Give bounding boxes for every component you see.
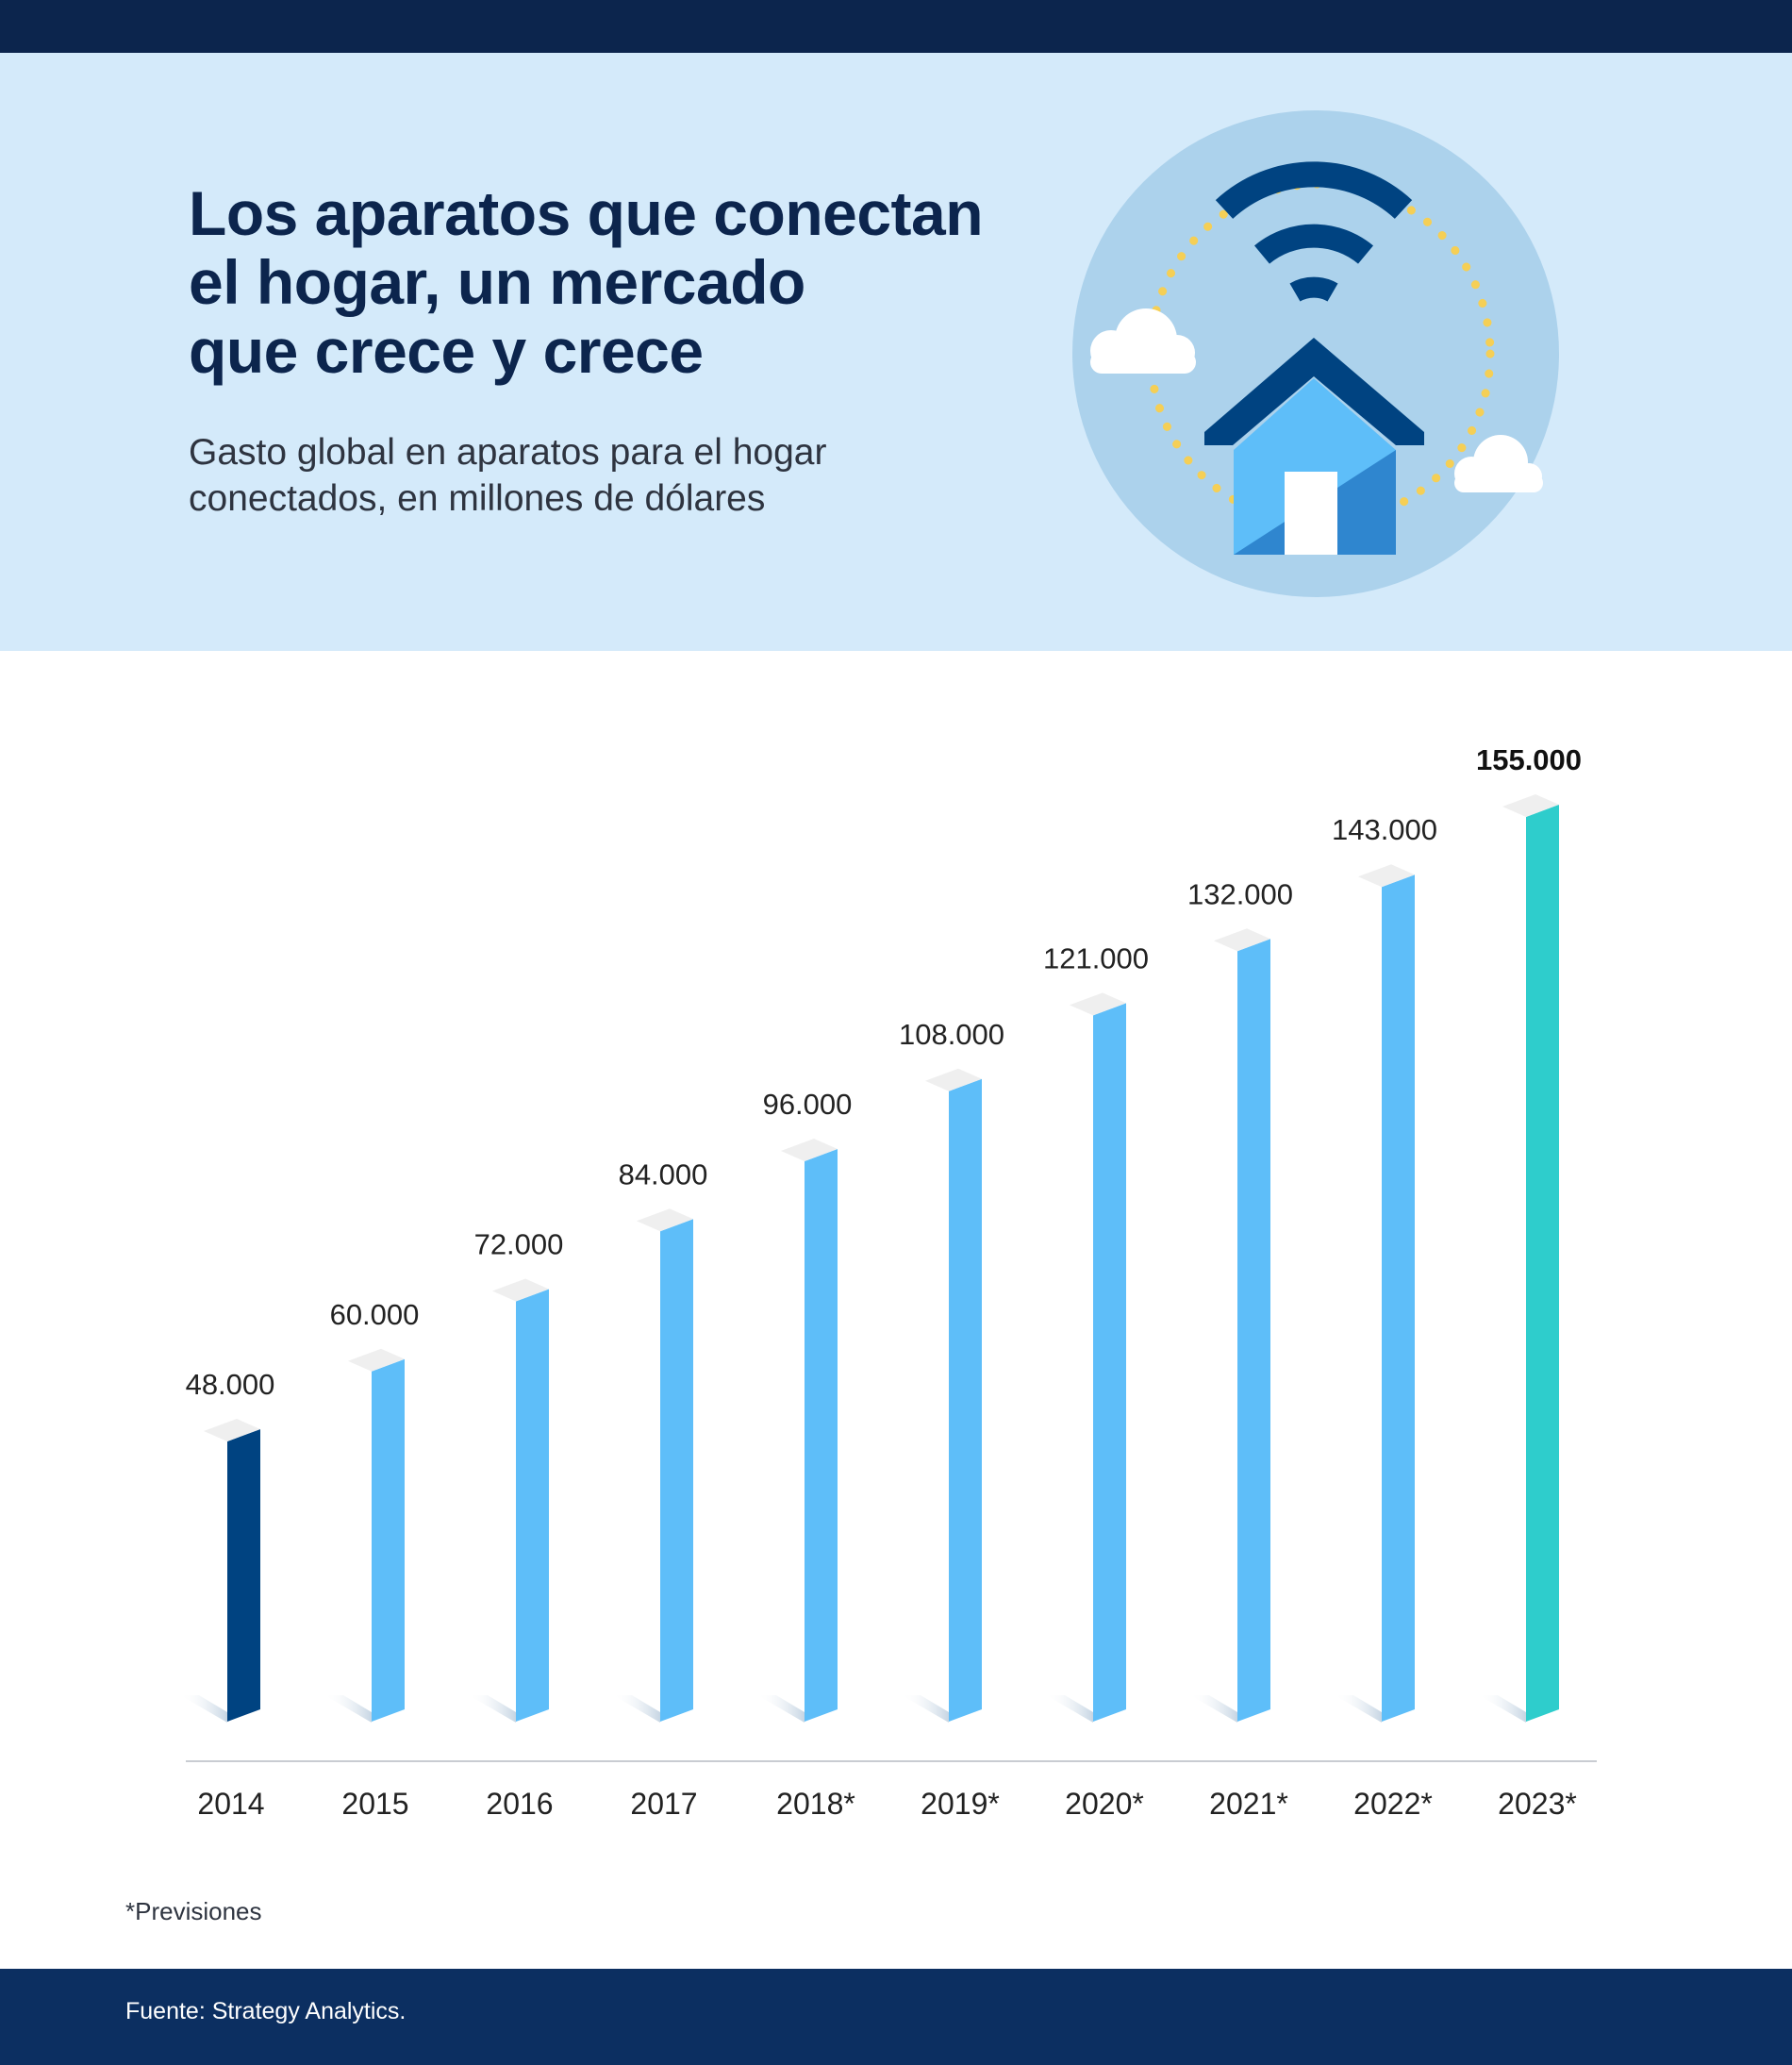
page-title: Los aparatos que conectan el hogar, un m…: [189, 179, 1094, 386]
subtitle-line: Gasto global en aparatos para el hogar: [189, 432, 827, 473]
bar-shadow: [1046, 1695, 1093, 1723]
bar-top: [1502, 793, 1559, 817]
bar-shadow: [1479, 1695, 1526, 1723]
bar-2015: [324, 1348, 405, 1723]
bar-top: [1214, 928, 1270, 952]
cloud-left-icon: [1090, 308, 1196, 374]
bar-front: [1093, 1003, 1126, 1722]
bar-top: [781, 1139, 838, 1161]
value-label: 72.000: [474, 1228, 564, 1261]
title-line: el hogar, un mercado: [189, 247, 805, 317]
bar-front: [660, 1219, 693, 1722]
subtitle-line: conectados, en millones de dólares: [189, 478, 766, 519]
bar-top: [1358, 864, 1415, 888]
bar-top: [637, 1208, 693, 1232]
bar-front: [1237, 939, 1270, 1722]
bar-shadow: [469, 1695, 516, 1723]
x-tick-label: 2017: [630, 1787, 697, 1821]
bar-shadow: [1190, 1695, 1237, 1723]
bar-shadow: [324, 1695, 372, 1723]
bar-2022: [1335, 864, 1415, 1723]
value-label: 108.000: [899, 1018, 1004, 1051]
bar-front: [372, 1358, 405, 1722]
bar-2019: [902, 1068, 982, 1723]
value-label: 132.000: [1187, 877, 1293, 910]
bar-2023: [1479, 793, 1559, 1723]
value-label: 96.000: [763, 1088, 853, 1121]
bar-front: [805, 1149, 838, 1722]
bar-shadow: [757, 1695, 805, 1723]
bar-front: [516, 1289, 549, 1722]
bar-2020: [1046, 992, 1126, 1723]
x-tick-label: 2014: [197, 1787, 264, 1821]
value-label: 155.000: [1476, 743, 1582, 776]
bar-shadow: [1335, 1695, 1382, 1723]
bar-2021: [1190, 928, 1270, 1723]
bar-shadow: [180, 1695, 227, 1723]
house-icon: [1204, 338, 1424, 555]
value-label: 143.000: [1332, 813, 1437, 846]
bar-top: [204, 1419, 260, 1441]
title-line: que crece y crece: [189, 316, 704, 386]
x-tick-label: 2015: [341, 1787, 408, 1821]
bar-top: [1070, 992, 1126, 1016]
cloud-right-icon: [1454, 435, 1543, 492]
value-label: 121.000: [1043, 941, 1149, 974]
x-tick-label: 2022*: [1353, 1787, 1433, 1821]
bar-shadow: [613, 1695, 660, 1723]
value-label: 60.000: [330, 1298, 420, 1331]
x-tick-label: 2023*: [1498, 1787, 1577, 1821]
bar-2016: [469, 1278, 549, 1723]
bar-front: [1526, 804, 1559, 1722]
bar-front: [1382, 874, 1415, 1722]
bar-shadow: [902, 1695, 949, 1723]
x-tick-label: 2016: [486, 1787, 553, 1821]
top-bar: [0, 0, 1792, 53]
x-tick-label: 2021*: [1209, 1787, 1288, 1821]
wifi-icon: [1215, 161, 1413, 302]
x-tick-label: 2018*: [776, 1787, 855, 1821]
title-line: Los aparatos que conectan: [189, 178, 984, 248]
bar-top: [925, 1068, 982, 1091]
bar-top: [492, 1278, 549, 1302]
x-tick-label: 2020*: [1065, 1787, 1144, 1821]
bar-front: [227, 1429, 260, 1722]
footnote: *Previsiones: [125, 1897, 262, 1925]
footer-bar: [0, 1969, 1792, 2065]
bar-2017: [613, 1208, 693, 1723]
bar-2018: [757, 1139, 838, 1723]
chart-subtitle: Gasto global en aparatos para el hogar c…: [189, 429, 1000, 522]
x-tick-label: 2019*: [921, 1787, 1000, 1821]
source-note: Fuente: Strategy Analytics.: [125, 1998, 407, 2024]
bar-top: [348, 1348, 405, 1372]
bar-2014: [180, 1419, 260, 1723]
value-label: 84.000: [619, 1157, 708, 1191]
smart-home-wifi-icon: [1072, 110, 1559, 597]
house-door: [1285, 472, 1337, 555]
bar-front: [949, 1078, 982, 1722]
bar-chart: 48.000 60.000 72.000 84.000 96.000 108.000 121…: [180, 743, 1597, 1821]
value-label: 48.000: [186, 1368, 275, 1401]
